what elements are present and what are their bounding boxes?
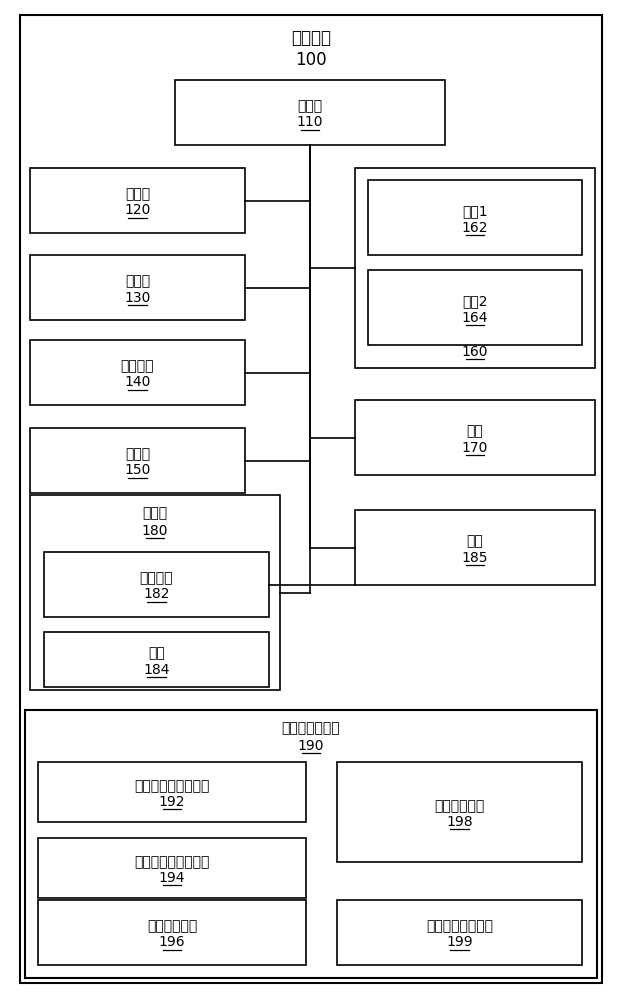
Text: 180: 180	[142, 524, 168, 538]
Text: 模块2: 模块2	[462, 294, 488, 308]
Text: 计算机可读媒体: 计算机可读媒体	[282, 721, 340, 735]
Text: 182: 182	[143, 587, 170, 601]
Text: 光传感器: 光传感器	[140, 572, 174, 585]
Text: 199: 199	[446, 936, 473, 950]
Bar	[44, 632, 269, 687]
Text: 麦克风: 麦克风	[125, 188, 150, 202]
Text: 164: 164	[462, 310, 488, 324]
Bar	[38, 838, 306, 898]
Text: 150: 150	[124, 464, 151, 478]
Text: 传感器: 传感器	[142, 506, 167, 520]
Text: 阻抗测量模块: 阻抗测量模块	[434, 799, 485, 813]
Bar	[30, 168, 245, 233]
Text: 140: 140	[124, 375, 151, 389]
Text: 输入装置: 输入装置	[121, 360, 154, 373]
Text: 120: 120	[124, 204, 151, 218]
Text: 162: 162	[462, 221, 488, 234]
Text: 光源: 光源	[466, 534, 483, 548]
Text: 196: 196	[159, 936, 185, 950]
Bar	[38, 762, 306, 822]
Text: 184: 184	[143, 662, 170, 676]
Bar	[355, 168, 595, 368]
Text: 含水水平测量模块: 含水水平测量模块	[426, 920, 493, 934]
Text: 血压测量模块: 血压测量模块	[147, 920, 197, 934]
Text: 190: 190	[298, 739, 324, 753]
Bar	[44, 552, 269, 617]
Text: 198: 198	[446, 815, 473, 829]
Text: 模块1: 模块1	[462, 205, 488, 219]
Text: 100: 100	[295, 51, 327, 69]
Text: 相机: 相机	[466, 424, 483, 438]
Bar	[38, 900, 306, 965]
Text: 电极: 电极	[148, 647, 165, 660]
Text: 存储器: 存储器	[462, 329, 488, 343]
Bar	[175, 80, 445, 145]
Text: 192: 192	[159, 795, 185, 809]
Text: 160: 160	[462, 345, 488, 359]
Bar	[25, 710, 597, 978]
Text: 处理器: 处理器	[297, 100, 323, 113]
Text: 扬声器: 扬声器	[125, 448, 150, 462]
Bar	[355, 510, 595, 585]
Text: 170: 170	[462, 440, 488, 454]
Bar	[337, 900, 582, 965]
Bar	[337, 762, 582, 862]
Bar	[30, 428, 245, 493]
Text: 185: 185	[462, 550, 488, 564]
Bar	[30, 495, 280, 690]
Bar	[30, 255, 245, 320]
Text: 130: 130	[124, 290, 151, 304]
Text: 显示器: 显示器	[125, 274, 150, 288]
Text: 光电容积图测量模块: 光电容积图测量模块	[134, 779, 210, 793]
Bar	[368, 180, 582, 255]
Bar	[30, 340, 245, 405]
Text: 移动装置: 移动装置	[291, 29, 331, 47]
Bar	[355, 400, 595, 475]
Text: 110: 110	[297, 115, 323, 129]
Text: 心电描记图测量模块: 心电描记图测量模块	[134, 855, 210, 869]
Text: 194: 194	[159, 871, 185, 885]
Bar	[368, 270, 582, 345]
